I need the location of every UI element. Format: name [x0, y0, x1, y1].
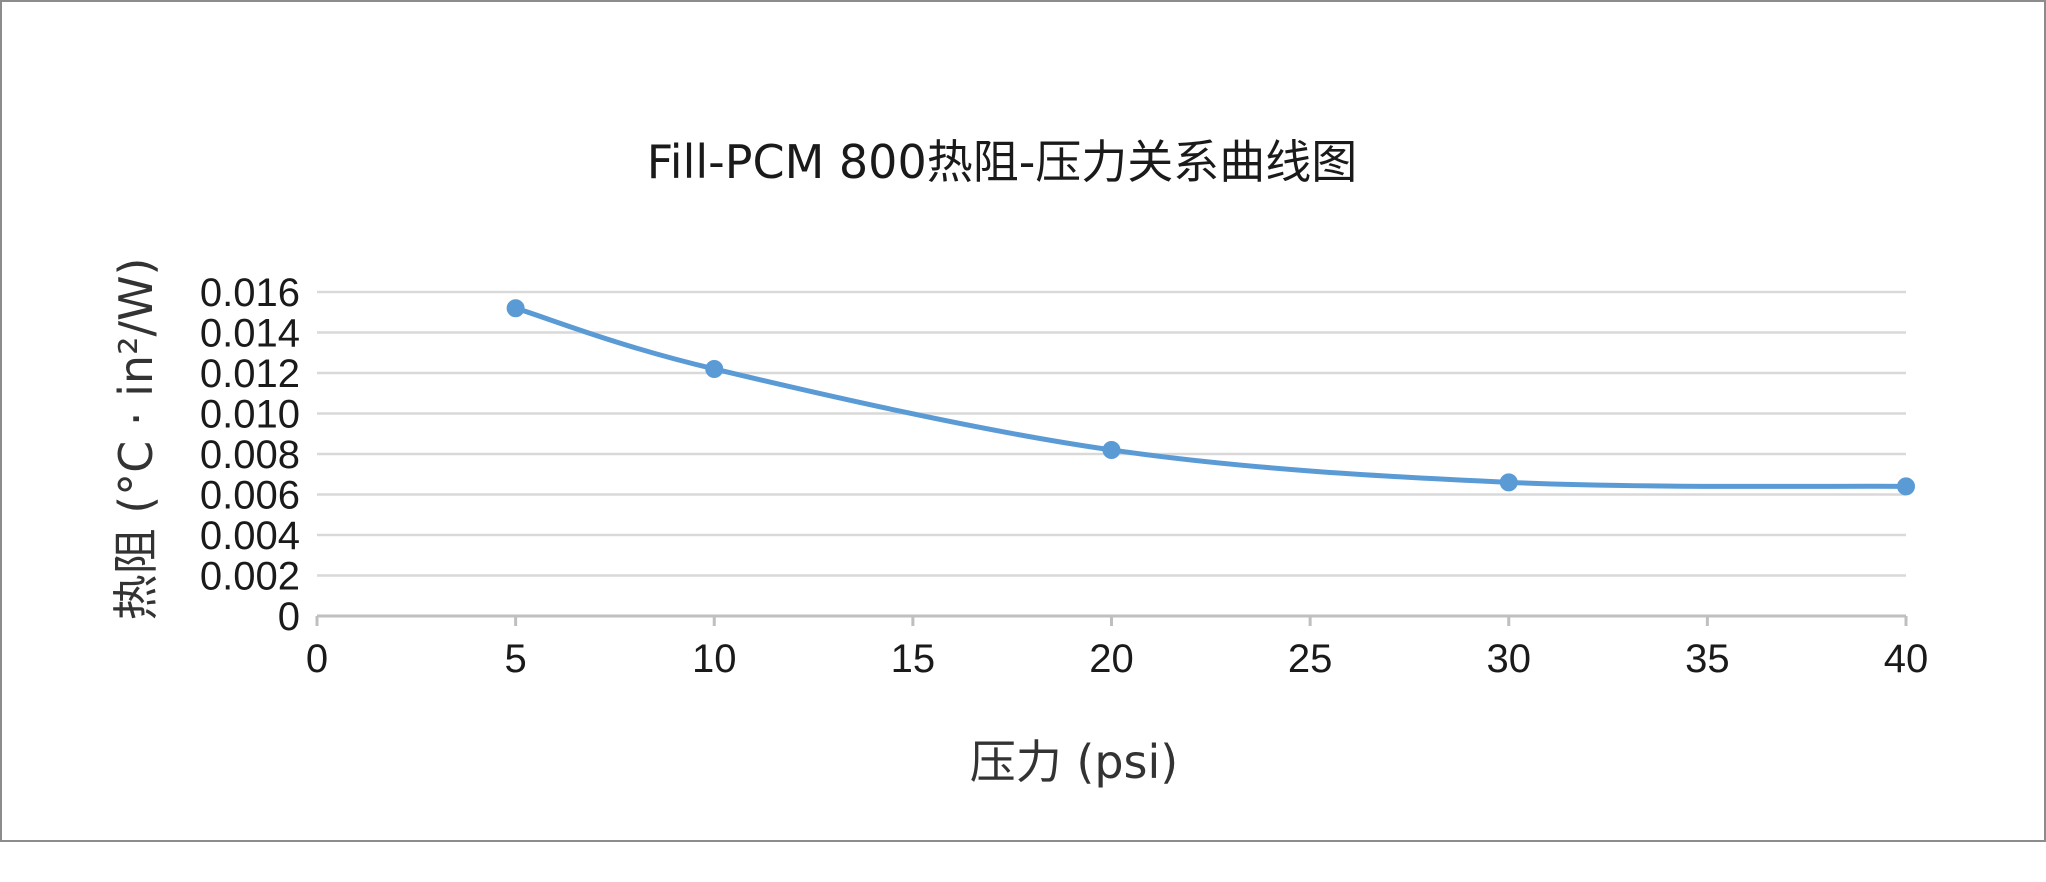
- x-tick-label: 25: [1288, 637, 1333, 681]
- y-tick-label: 0.014: [200, 312, 300, 356]
- data-point: [1499, 473, 1518, 492]
- x-tick-label: 40: [1884, 637, 1929, 681]
- y-tick-label: 0.002: [200, 555, 300, 599]
- chart-frame: Fill-PCM 800热阻-压力关系曲线图 0 5 10 15 20 25 30 35 40 …: [0, 0, 2046, 842]
- gridlines: [317, 290, 1906, 577]
- x-tick-label: 5: [505, 637, 527, 681]
- x-tick-label: 35: [1685, 637, 1730, 681]
- x-tick-label: 0: [306, 637, 328, 681]
- y-tick-label: 0: [278, 595, 300, 639]
- series-layer: [506, 299, 1915, 496]
- x-tick-label: 20: [1089, 637, 1134, 681]
- x-tick-label: 10: [692, 637, 737, 681]
- x-axis-ticks: 0 5 10 15 20 25 30 35 40: [306, 616, 1928, 681]
- y-tick-label: 0.010: [200, 393, 300, 437]
- x-tick-label: 30: [1487, 637, 1532, 681]
- series-line: [513, 305, 1909, 489]
- y-tick-label: 0.008: [200, 433, 300, 477]
- y-tick-label: 0.012: [200, 352, 300, 396]
- y-tick-label: 0.016: [200, 271, 300, 315]
- data-point: [1102, 440, 1121, 459]
- data-point: [1897, 477, 1915, 496]
- y-axis-title: 热阻 (°C · in²/W): [109, 258, 163, 621]
- chart-title: Fill-PCM 800热阻-压力关系曲线图: [647, 135, 1358, 189]
- x-axis-title: 压力 (psi): [970, 735, 1178, 789]
- y-tick-label: 0.004: [200, 514, 300, 558]
- y-tick-label: 0.006: [200, 474, 300, 518]
- x-tick-label: 15: [891, 637, 936, 681]
- data-point: [705, 359, 724, 378]
- data-point: [506, 299, 525, 318]
- y-axis-ticks: 00.0020.0040.0060.0080.0100.0120.0140.01…: [200, 271, 300, 639]
- line-chart: Fill-PCM 800热阻-压力关系曲线图 0 5 10 15 20 25 30 35 40 …: [109, 135, 1928, 789]
